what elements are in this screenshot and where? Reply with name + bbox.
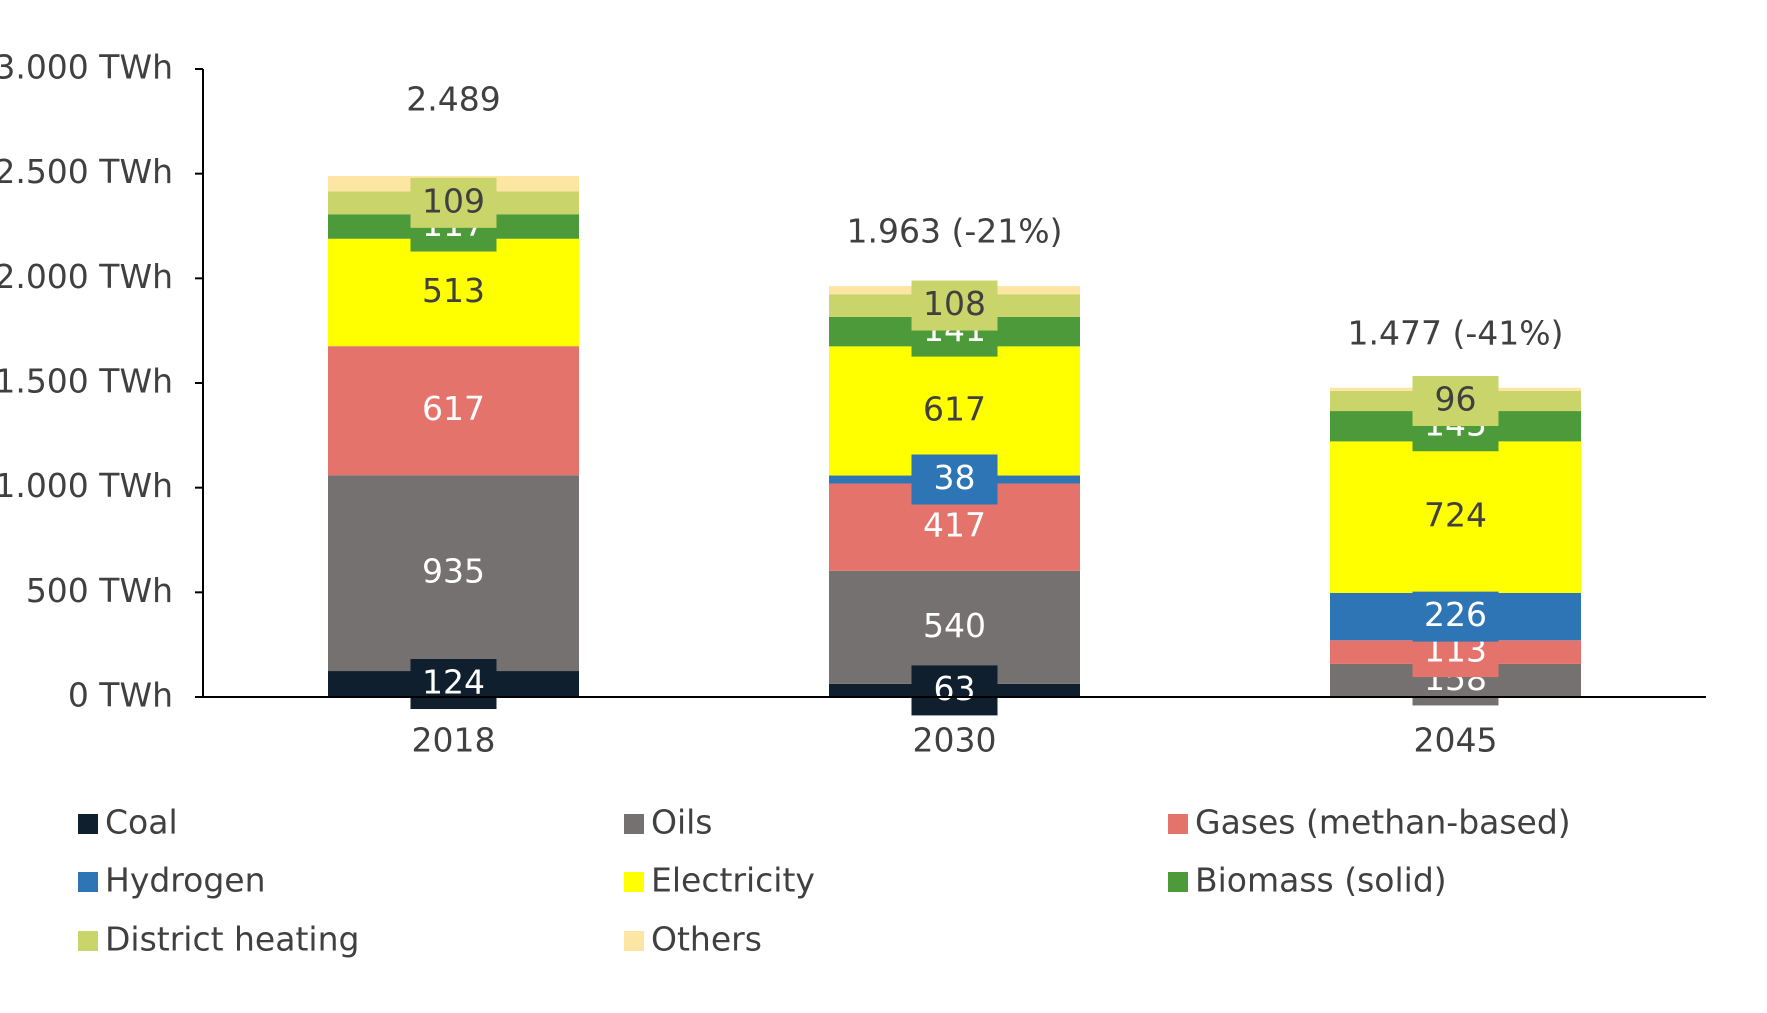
label-box — [410, 659, 497, 710]
data-label: 417 — [923, 506, 986, 545]
x-tick-label: 2045 — [1414, 721, 1498, 760]
bar-segment — [829, 570, 1080, 684]
data-label: 96 — [1435, 380, 1477, 419]
label-box — [410, 177, 497, 228]
data-label: 513 — [422, 271, 485, 310]
data-label: 617 — [923, 389, 986, 428]
legend-label: Gases (methan-based) — [1195, 803, 1571, 842]
label-box — [911, 280, 998, 331]
data-label: 108 — [923, 284, 986, 323]
y-tick-label: 1.500 TWh — [0, 362, 173, 401]
data-label: 617 — [422, 389, 485, 428]
legend-label: Biomass (solid) — [1195, 861, 1447, 900]
data-label: 540 — [923, 606, 986, 645]
legend-label: Hydrogen — [105, 861, 266, 900]
legend-label: Oils — [651, 803, 713, 842]
legend-swatch — [624, 872, 644, 892]
x-tick-label: 2030 — [913, 721, 997, 760]
legend-swatch — [78, 814, 98, 834]
data-label: 63 — [934, 669, 976, 708]
label-box — [911, 454, 998, 505]
bar-segment — [328, 346, 579, 476]
label-box — [911, 665, 998, 716]
x-tick-label: 2018 — [412, 721, 496, 760]
data-label: 124 — [422, 663, 485, 702]
total-label: 2.489 — [406, 79, 500, 118]
total-label: 1.963 (-21%) — [847, 212, 1063, 251]
legend-label: Coal — [105, 803, 178, 842]
legend-swatch — [78, 872, 98, 892]
label-box — [1412, 591, 1499, 642]
y-tick-label: 3.000 TWh — [0, 48, 173, 87]
data-label: 724 — [1424, 496, 1487, 535]
y-tick-label: 1.000 TWh — [0, 466, 173, 505]
bar-segment — [1330, 441, 1581, 593]
legend-swatch — [78, 931, 98, 951]
legend-swatch — [624, 814, 644, 834]
data-label: 109 — [422, 181, 485, 220]
legend-label: Electricity — [651, 861, 815, 900]
legend-swatch — [624, 931, 644, 951]
y-tick-label: 2.000 TWh — [0, 257, 173, 296]
y-tick-label: 500 TWh — [26, 571, 173, 610]
data-label: 935 — [422, 552, 485, 591]
bar-segment — [829, 346, 1080, 476]
bar-segment — [328, 475, 579, 672]
total-label: 1.477 (-41%) — [1348, 313, 1564, 352]
legend-label: District heating — [105, 920, 359, 959]
y-tick-label: 2.500 TWh — [0, 152, 173, 191]
legend-swatch — [1168, 872, 1188, 892]
bar-segment — [328, 238, 579, 347]
label-box — [1412, 376, 1499, 427]
legend-swatch — [1168, 814, 1188, 834]
data-label: 226 — [1424, 595, 1487, 634]
y-tick-label: 0 TWh — [68, 676, 173, 715]
data-label: 38 — [934, 458, 976, 497]
legend-label: Others — [651, 920, 762, 959]
